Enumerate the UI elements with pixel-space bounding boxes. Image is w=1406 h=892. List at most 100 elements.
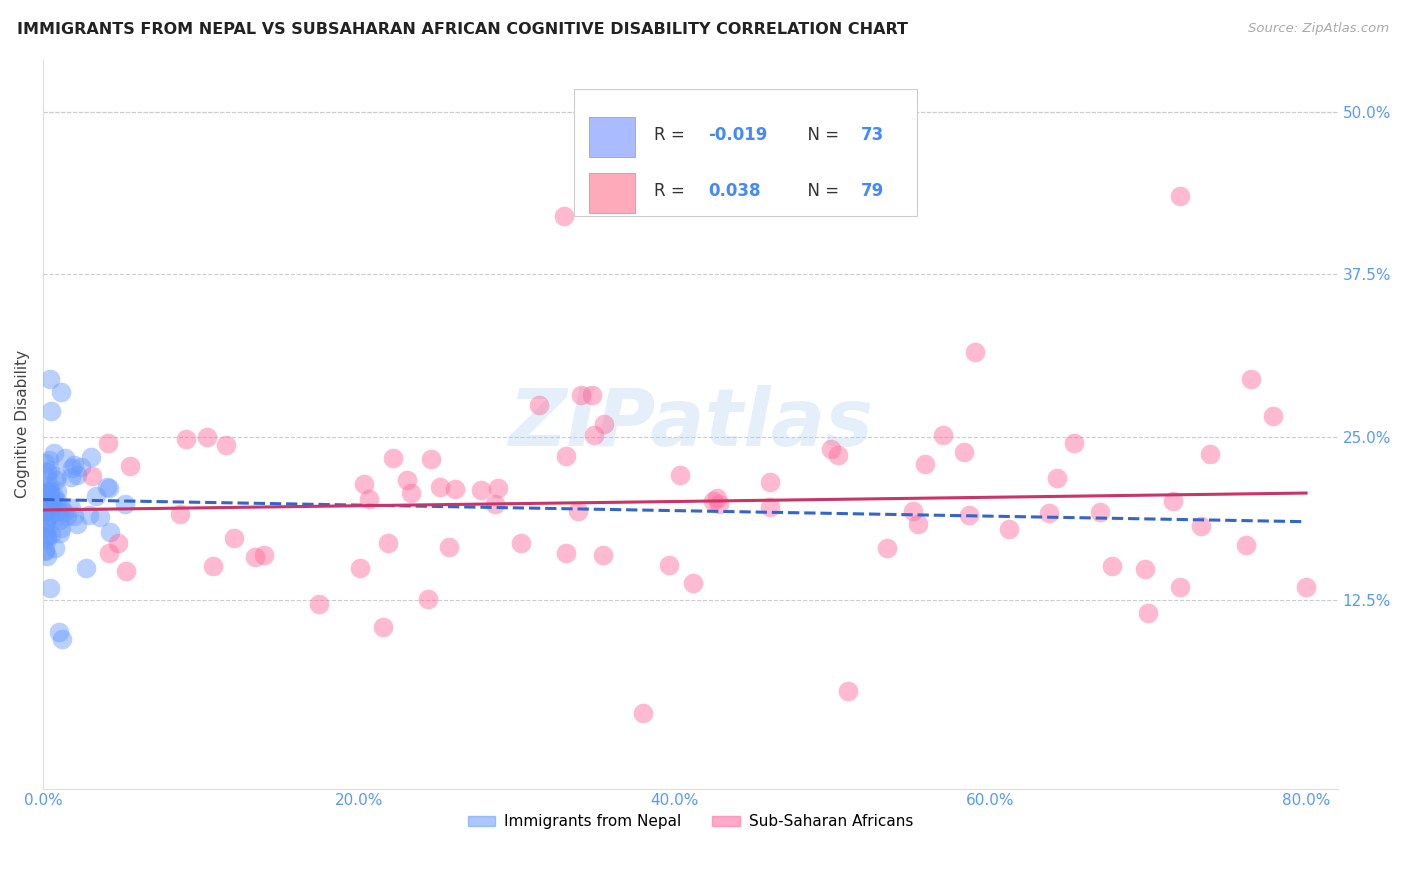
Point: [34, 544, 56, 558]
Point: [202, 559, 225, 574]
Point: [1161, 494, 1184, 508]
Point: [46, 469, 69, 483]
Point: [35, 497, 58, 511]
Legend: Immigrants from Nepal, Sub-Saharan Africans: Immigrants from Nepal, Sub-Saharan Afric…: [461, 808, 920, 836]
Point: [1240, 371, 1263, 385]
Point: [252, 549, 274, 563]
Point: [1046, 471, 1069, 485]
Point: [399, 485, 422, 500]
Point: [44, 489, 66, 503]
Point: [46, 503, 69, 517]
Point: [706, 491, 728, 506]
Point: [1261, 409, 1284, 423]
Point: [38, 453, 60, 467]
Point: [353, 476, 375, 491]
Point: [89, 509, 111, 524]
Point: [963, 345, 986, 359]
Text: N =: N =: [797, 182, 844, 200]
Point: [37, 533, 59, 547]
Point: [429, 480, 451, 494]
Point: [903, 504, 925, 518]
Point: [837, 684, 859, 698]
Point: [1101, 559, 1123, 574]
Point: [214, 438, 236, 452]
Point: [707, 497, 730, 511]
Point: [77, 508, 100, 522]
Point: [931, 428, 953, 442]
Point: [34, 457, 56, 471]
Point: [34, 530, 56, 544]
Point: [48, 625, 70, 640]
Point: [583, 427, 606, 442]
Point: [38, 479, 60, 493]
Point: [997, 523, 1019, 537]
Point: [308, 597, 330, 611]
Point: [470, 483, 492, 497]
Point: [34, 505, 56, 519]
Point: [96, 480, 118, 494]
Point: [34, 495, 56, 509]
Point: [37, 466, 59, 480]
Point: [97, 435, 120, 450]
Point: [114, 497, 136, 511]
Point: [820, 442, 842, 456]
Point: [1189, 518, 1212, 533]
Point: [34, 483, 56, 498]
Point: [592, 548, 614, 562]
Point: [1135, 562, 1157, 576]
Point: [658, 558, 681, 572]
Point: [39, 486, 62, 500]
Point: [1088, 505, 1111, 519]
Point: [53, 450, 76, 465]
Point: [80, 450, 103, 464]
Point: [44, 541, 66, 556]
Point: [38, 508, 60, 522]
Point: [759, 500, 782, 514]
Point: [41, 491, 63, 506]
Text: -0.019: -0.019: [709, 126, 768, 144]
Point: [35, 515, 58, 529]
Text: 79: 79: [862, 182, 884, 200]
Point: [66, 468, 89, 483]
Point: [554, 546, 576, 560]
Point: [49, 521, 72, 535]
Point: [682, 575, 704, 590]
Point: [42, 446, 65, 460]
Point: [486, 481, 509, 495]
Point: [529, 398, 551, 412]
Point: [827, 448, 849, 462]
Point: [34, 501, 56, 516]
Point: [907, 517, 929, 532]
Point: [60, 461, 83, 475]
Point: [75, 561, 97, 575]
Text: R =: R =: [654, 182, 696, 200]
FancyBboxPatch shape: [574, 89, 917, 217]
Text: N =: N =: [797, 126, 844, 144]
FancyBboxPatch shape: [589, 117, 634, 157]
Point: [1198, 447, 1220, 461]
Point: [46, 508, 69, 522]
Point: [34, 543, 56, 558]
Y-axis label: Cognitive Disability: Cognitive Disability: [15, 350, 30, 498]
Point: [957, 508, 980, 522]
Point: [38, 483, 60, 498]
Point: [35, 501, 58, 516]
Point: [914, 458, 936, 472]
Point: [174, 432, 197, 446]
Point: [1137, 606, 1160, 620]
Point: [45, 494, 67, 508]
Point: [70, 459, 93, 474]
Point: [55, 508, 77, 523]
Point: [39, 404, 62, 418]
Point: [45, 473, 67, 487]
Text: 73: 73: [862, 126, 884, 144]
Point: [381, 450, 404, 465]
Point: [419, 451, 441, 466]
Point: [349, 561, 371, 575]
Point: [631, 706, 654, 720]
Point: [553, 209, 575, 223]
Point: [49, 385, 72, 400]
Point: [63, 458, 86, 472]
Point: [52, 505, 75, 519]
Point: [51, 632, 73, 646]
